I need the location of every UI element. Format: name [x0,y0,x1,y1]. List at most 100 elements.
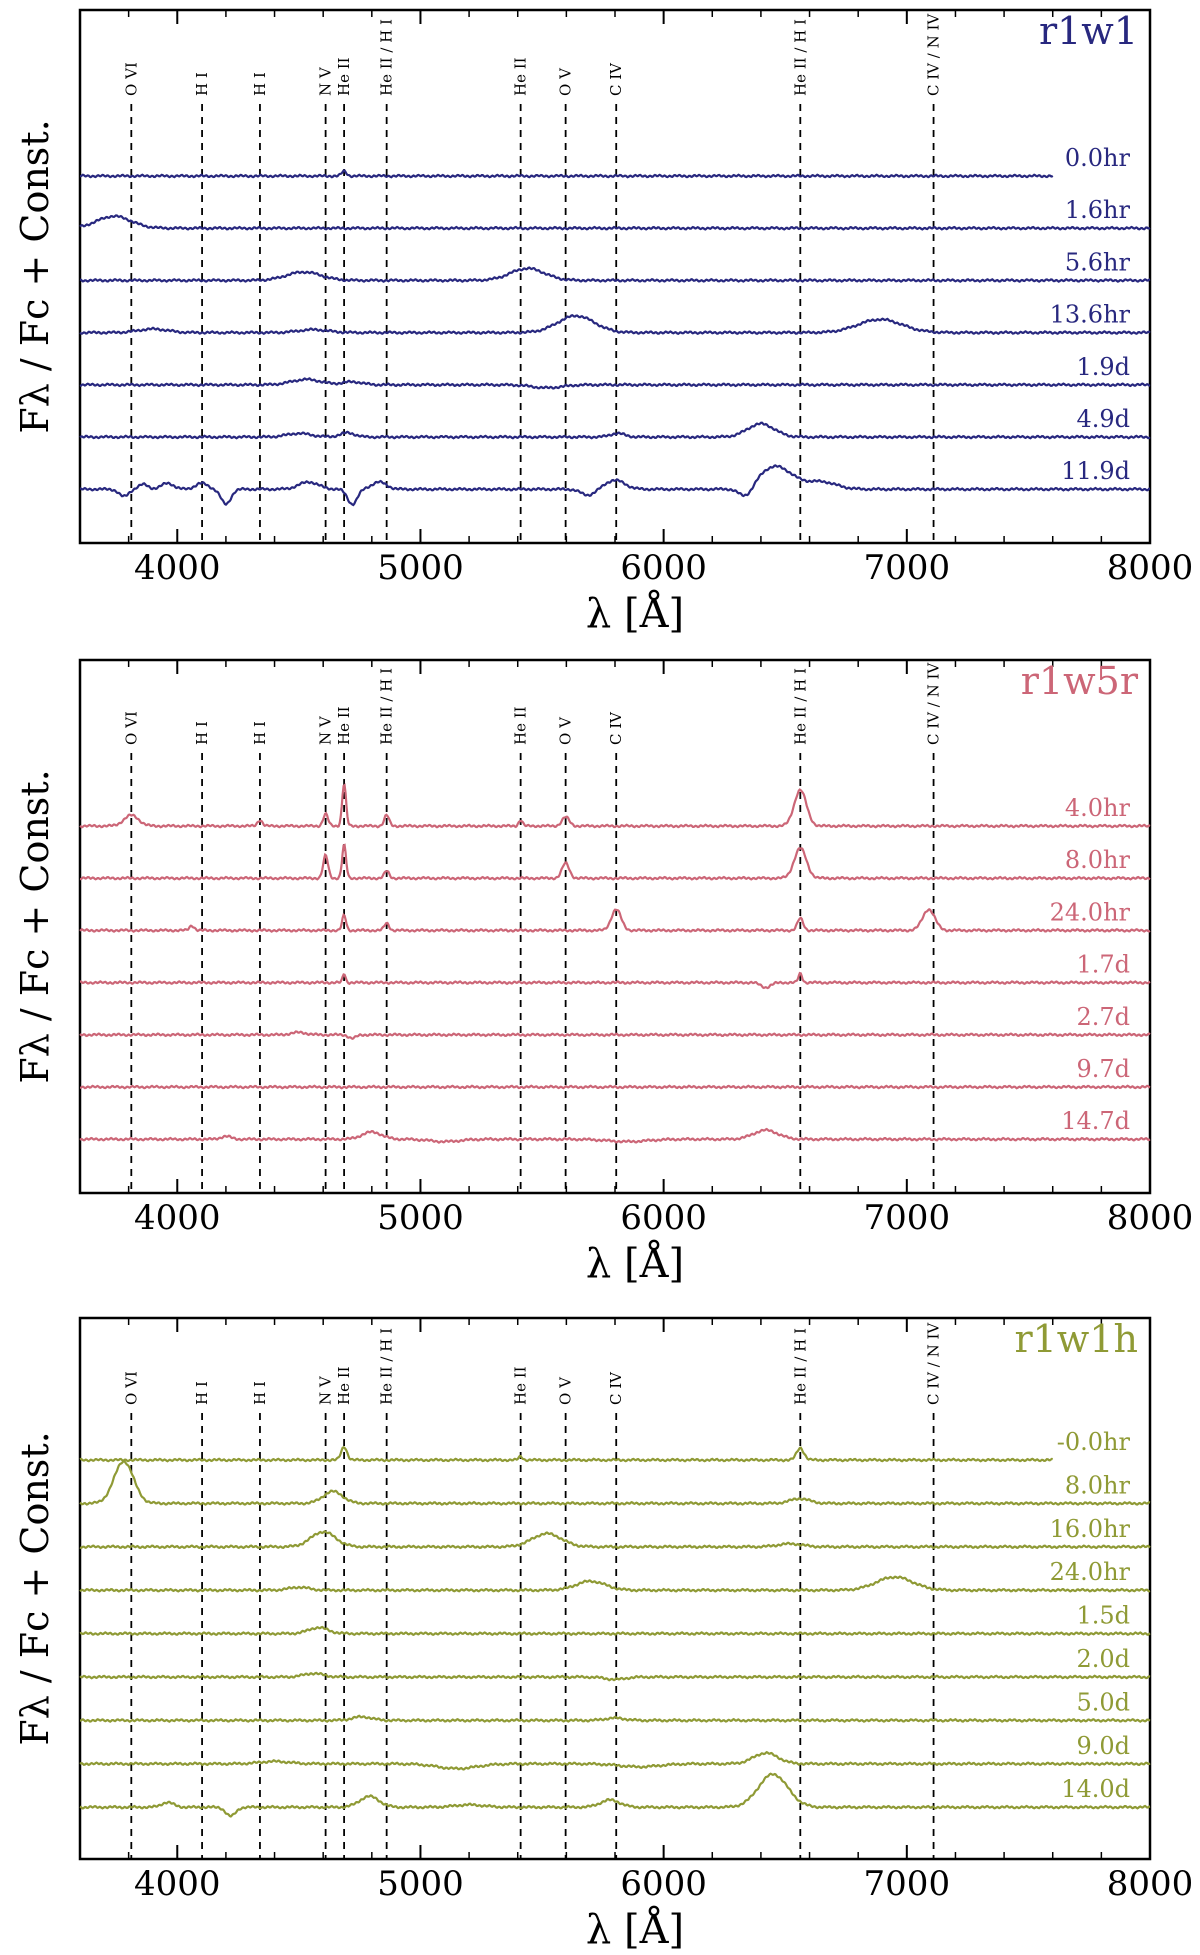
line-marker-label: H I [193,1381,211,1405]
line-marker-label: He II / H I [378,1328,396,1405]
line-marker-label: He II [512,57,530,96]
line-marker-label: He II / H I [378,668,396,745]
series-label: 14.0d [1061,1775,1130,1803]
line-marker-label: N V [317,1375,335,1405]
spectrum-line [79,908,1151,933]
series-label: 1.6hr [1065,196,1131,224]
series-label: 1.5d [1076,1602,1130,1630]
spectrum-line [79,1459,1151,1506]
spectrum-line [79,1446,1053,1463]
spectrum-line [79,313,1151,336]
panel-title: r1w5r [1021,659,1139,703]
chart-panel: 4000 5000 6000 7000 8000 λ [Å] Fλ / Fc + Const… [13,658,1194,1287]
x-tick-label: 6000 [620,548,707,588]
chart-panel: 4000 5000 6000 7000 8000 λ [Å] Fλ / Fc + Const… [13,8,1194,637]
spectrum-line [80,169,1054,179]
x-tick-label: 4000 [134,1198,221,1238]
x-tick-label: 5000 [377,548,464,588]
x-tick-label: 5000 [377,1198,464,1238]
spectrum-line [79,421,1151,440]
line-marker-label: He II / H I [378,19,396,96]
spectrum-line [79,377,1151,390]
chart-panel: 4000 5000 6000 7000 8000 λ [Å] Fλ / Fc + Const… [13,1316,1194,1953]
spectrum-line [79,1575,1151,1593]
line-marker-label: He II [512,1366,530,1405]
spectrum-line [80,1084,1151,1090]
x-tick-label: 5000 [377,1864,464,1904]
line-marker-label: C IV / N IV [925,662,943,745]
line-marker-label: He II / H I [791,19,809,96]
series-label: 4.9d [1076,405,1130,433]
series-label: 14.7d [1061,1107,1130,1135]
series-label: 24.0hr [1050,898,1131,926]
spectrum-line [79,1127,1151,1144]
x-tick-label: 7000 [864,1198,951,1238]
y-axis-label: Fλ / Fc + Const. [13,1431,57,1745]
spectrum-line [79,843,1151,881]
series-label: 11.9d [1061,457,1130,485]
y-axis-label: Fλ / Fc + Const. [13,769,57,1083]
line-marker-label: H I [193,72,211,96]
x-axis-label: λ [Å] [586,590,684,637]
spectrum-line [79,1671,1151,1682]
series-label: 1.9d [1076,353,1130,381]
line-marker-label: O VI [122,1371,140,1405]
line-marker-label: C IV [607,711,625,745]
line-marker-label: C IV / N IV [925,13,943,96]
line-marker-label: He II [335,706,353,745]
x-tick-label: 6000 [620,1864,707,1904]
line-marker-label: H I [251,72,269,96]
spectrum-line [79,1625,1151,1637]
y-axis-label: Fλ / Fc + Const. [13,119,57,433]
spectrum-line [79,266,1151,283]
series-label: 24.0hr [1050,1558,1131,1586]
series-label: -0.0hr [1057,1428,1131,1456]
x-tick-label: 8000 [1107,548,1194,588]
line-marker-label: He II [335,1366,353,1405]
spectrum-line [79,971,1151,990]
x-tick-label: 8000 [1107,1864,1194,1904]
series-label: 9.7d [1076,1055,1130,1083]
series-label: 9.0d [1076,1732,1130,1760]
line-marker-label: C IV / N IV [925,1322,943,1405]
spectrum-line [79,1772,1151,1818]
spectrum-line [79,1750,1151,1771]
x-tick-label: 8000 [1107,1198,1194,1238]
x-tick-label: 7000 [864,1864,951,1904]
line-marker-label: He II [335,57,353,96]
line-marker-label: O V [557,1376,575,1405]
spectrum-line [79,464,1151,507]
series-label: 16.0hr [1050,1515,1131,1543]
line-marker-label: He II / H I [791,1328,809,1405]
line-marker-label: H I [251,721,269,745]
line-marker-label: He II [512,706,530,745]
line-marker-label: N V [317,66,335,96]
line-marker-label: H I [193,721,211,745]
line-marker-label: O VI [122,711,140,745]
spectrum-line [79,214,1151,231]
series-label: 8.0hr [1065,846,1131,874]
series-label: 4.0hr [1065,794,1131,822]
line-marker-label: N V [317,715,335,745]
line-marker-label: H I [251,1381,269,1405]
series-label: 2.0d [1076,1645,1130,1673]
series-label: 1.7d [1076,951,1130,979]
spectrum-line [79,1030,1151,1041]
series-label: 2.7d [1076,1003,1130,1031]
line-marker-label: O V [557,67,575,96]
line-marker-label: C IV [607,62,625,96]
series-label: 5.0d [1076,1688,1130,1716]
series-label: 13.6hr [1050,301,1131,329]
x-tick-label: 7000 [864,548,951,588]
series-label: 5.6hr [1065,248,1131,276]
panel-title: r1w1 [1039,9,1138,53]
spectrum-line [79,783,1151,829]
x-tick-label: 4000 [134,548,221,588]
series-label: 0.0hr [1065,144,1131,172]
panel-title: r1w1h [1014,1317,1138,1361]
series-label: 8.0hr [1065,1471,1131,1499]
spectrum-line [79,1530,1151,1550]
spectrum-line [80,1714,1151,1723]
x-tick-label: 4000 [134,1864,221,1904]
